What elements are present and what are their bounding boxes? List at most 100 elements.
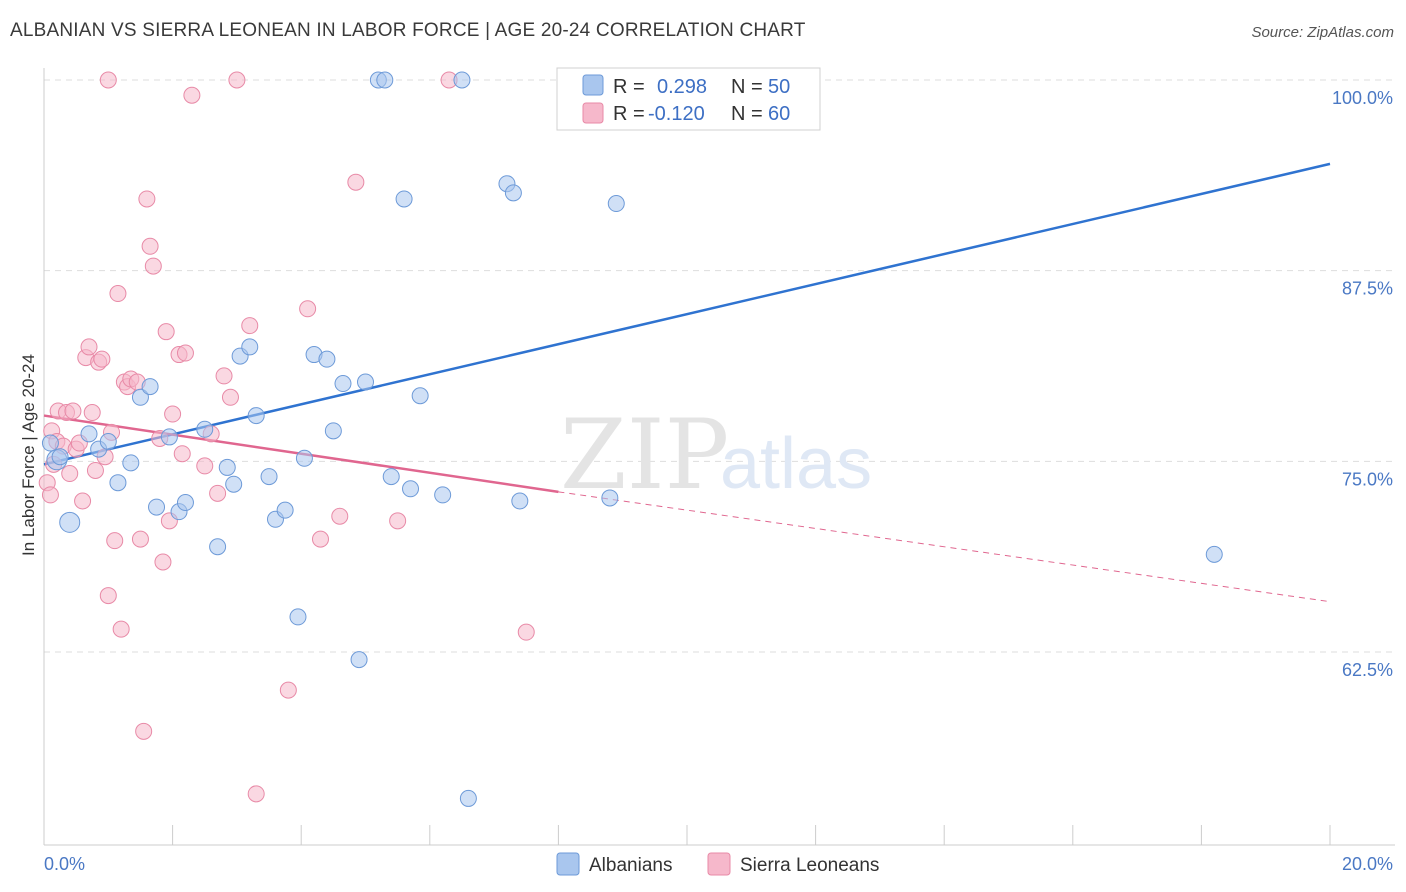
- watermark-zip: ZIP: [560, 399, 729, 511]
- x-tick-label: 0.0%: [44, 854, 85, 874]
- legend-r-label-1: R =: [613, 76, 645, 98]
- legend-n-value-1: 50: [768, 76, 790, 98]
- trend-lines: [43, 162, 1331, 603]
- sierra-leonean-point: [311, 530, 329, 548]
- albanian-point: [131, 388, 149, 406]
- sierra-leonean-point: [299, 300, 317, 318]
- legend-n-label-1: N =: [731, 76, 763, 98]
- albanian-point: [51, 448, 69, 466]
- albanian-point: [334, 375, 352, 393]
- y-tick-label: 62.5%: [1342, 660, 1393, 680]
- legend-r-label-2: R =: [613, 103, 645, 125]
- albanian-point: [260, 468, 278, 486]
- albanian-point: [382, 468, 400, 486]
- albanian-point: [402, 480, 420, 498]
- y-tick-label: 75.0%: [1342, 469, 1393, 489]
- sierra-leonean-point: [247, 785, 265, 803]
- sierra-leonean-point: [138, 190, 156, 208]
- source-credit: Source: ZipAtlas.com: [1251, 24, 1394, 41]
- albanian-point: [141, 378, 159, 396]
- sierra-leonean-point: [209, 484, 227, 502]
- sierra-leonean-point: [279, 681, 297, 699]
- albanian-point: [453, 71, 471, 89]
- albanian-point: [324, 422, 342, 440]
- sierra-leonean-point: [86, 461, 104, 479]
- sierra-leonean-point: [41, 486, 59, 504]
- sierra-leonean-point: [228, 71, 246, 89]
- sierra-leonean-point: [176, 344, 194, 362]
- sierra-leonean-point: [135, 722, 153, 740]
- legend-n-value-2: 60: [768, 103, 790, 125]
- albanian-point: [289, 608, 307, 626]
- albanian-point: [80, 425, 98, 443]
- albanian-point: [209, 538, 227, 556]
- albanian-point: [99, 433, 117, 451]
- albanian-point: [607, 195, 625, 213]
- legend-swatch-sierra-leoneans: [582, 102, 604, 124]
- y-axis-label: In Labor Force | Age 20-24: [19, 354, 38, 556]
- watermark: ZIP atlas: [560, 399, 872, 511]
- sierra-leonean-point: [241, 317, 259, 335]
- sierra-leonean-point: [196, 457, 214, 475]
- albanian-point: [241, 338, 259, 356]
- albanian-point: [41, 434, 59, 452]
- axes: [43, 68, 1395, 846]
- albanian-point: [1205, 545, 1223, 563]
- albanian-point: [318, 350, 336, 368]
- albanian-point: [357, 373, 374, 391]
- albanian-point: [411, 387, 429, 405]
- albanian-point: [434, 486, 452, 504]
- sierra-leonean-point: [99, 71, 117, 89]
- albanian-point: [376, 71, 394, 89]
- albanian-point: [504, 184, 522, 202]
- bottom-swatch-sierra-leoneans: [707, 852, 731, 876]
- sierra-leonean-point: [157, 323, 175, 341]
- bottom-swatch-albanians: [556, 852, 580, 876]
- legend-r-value-1: 0.298: [657, 76, 707, 98]
- albanian-point: [109, 474, 127, 492]
- stats-legend: R = 0.298 N = 50 R = -0.120 N = 60: [556, 67, 821, 131]
- sierra-leonean-point: [164, 405, 182, 423]
- albanian-point: [395, 190, 413, 208]
- y-tick-label: 87.5%: [1342, 279, 1393, 299]
- legend-n-label-2: N =: [731, 103, 763, 125]
- albanian-points: [41, 71, 1223, 807]
- albanian-point: [247, 407, 265, 425]
- albanian-point: [276, 501, 294, 519]
- albanian-point: [601, 489, 619, 507]
- sierra-leonean-point: [106, 532, 124, 550]
- sierra-leonean-point: [61, 465, 79, 483]
- albanian-point: [459, 789, 477, 807]
- sierra-leonean-point: [74, 492, 92, 510]
- sierra-leoneans-trend-extension: [558, 491, 1331, 603]
- sierra-leonean-point: [331, 507, 349, 525]
- albanian-point: [295, 449, 313, 467]
- sierra-leonean-point: [183, 86, 201, 104]
- series-legend: Albanians Sierra Leoneans: [556, 852, 879, 876]
- sierra-leonean-point: [112, 620, 130, 638]
- albanian-point: [176, 494, 194, 512]
- sierra-leonean-point: [93, 350, 111, 368]
- sierra-leonean-point: [144, 257, 162, 275]
- sierra-leonean-point: [389, 512, 407, 530]
- sierra-leonean-point: [80, 338, 98, 356]
- sierra-leonean-point: [154, 553, 172, 571]
- x-tick-label: 20.0%: [1342, 854, 1393, 874]
- albanian-point: [225, 475, 243, 493]
- legend-swatch-albanians: [582, 74, 604, 96]
- sierra-leonean-point: [99, 587, 117, 605]
- albanian-point: [59, 511, 81, 533]
- albanian-point: [148, 498, 166, 516]
- sierra-leonean-point: [215, 367, 233, 385]
- sierra-leonean-point: [83, 404, 101, 422]
- legend-r-value-2: -0.120: [648, 103, 705, 125]
- albanian-point: [218, 458, 236, 476]
- y-tick-label: 100.0%: [1332, 88, 1393, 108]
- albanian-point: [350, 651, 368, 669]
- bottom-legend-albanians: Albanians: [589, 855, 672, 876]
- tick-labels: 62.5% 75.0% 87.5% 100.0% 0.0% 20.0%: [44, 88, 1393, 874]
- albanian-point: [160, 428, 178, 446]
- sierra-leonean-point: [517, 623, 535, 641]
- sierra-leonean-point: [141, 237, 159, 255]
